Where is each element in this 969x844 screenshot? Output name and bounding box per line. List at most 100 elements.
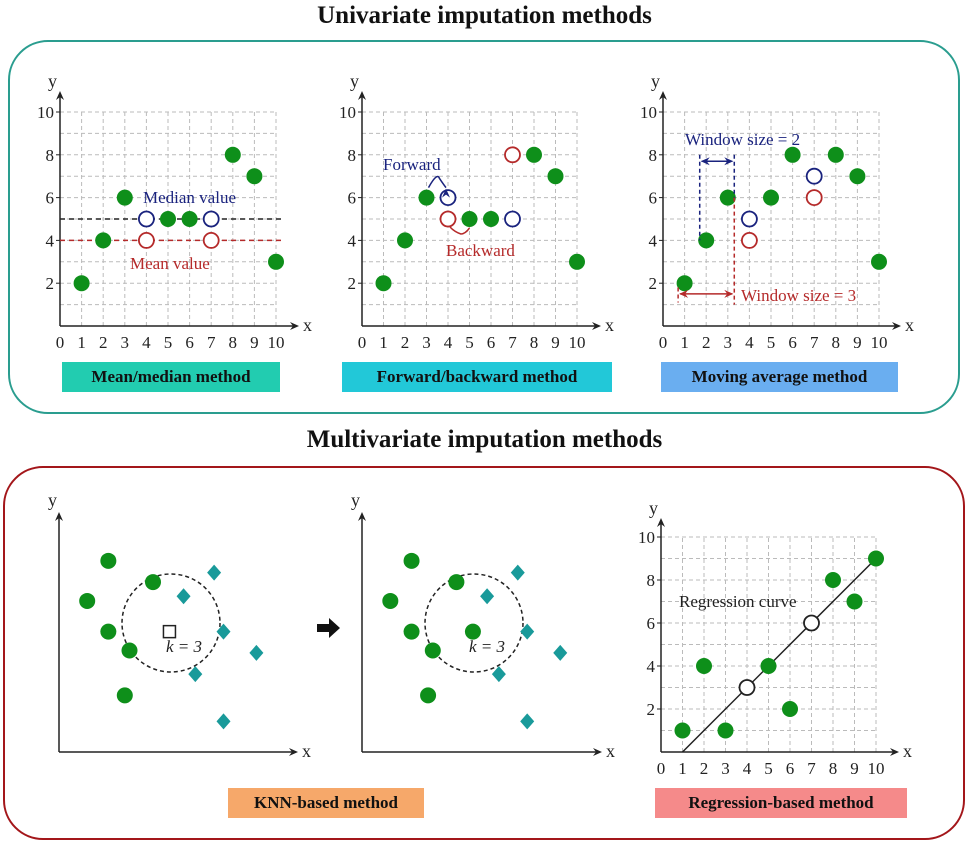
backward-imputed-point: [504, 146, 521, 164]
y-tick-label: 8: [46, 146, 55, 165]
x-tick-label: 8: [832, 333, 841, 352]
x-axis-arrow: [290, 322, 299, 330]
chart-mean_median: [56, 95, 295, 327]
x-axis-label: x: [605, 315, 614, 335]
window2-imputed-point: [805, 167, 823, 185]
y-tick-label: 10: [640, 103, 657, 122]
x-tick-label: 5: [465, 333, 474, 352]
x-axis-arrow: [892, 322, 901, 330]
k-label: k = 3: [469, 637, 505, 656]
class-b-point: [553, 644, 568, 661]
y-tick-label: 4: [348, 231, 357, 250]
univariate-title: Univariate imputation methods: [317, 2, 652, 29]
observed-point: [782, 701, 798, 717]
observed-point: [461, 211, 478, 227]
observed-point: [846, 593, 863, 610]
x-tick-label: 6: [786, 759, 795, 778]
badge-forward-backward: Forward/backward method: [342, 362, 612, 392]
forward-imputed-point: [504, 210, 521, 228]
x-tick-label: 1: [77, 333, 86, 352]
neighborhood-circle: [424, 573, 524, 673]
x-tick-label: 9: [853, 333, 862, 352]
observed-point: [871, 253, 887, 270]
badge-knn: KNN-based method: [228, 788, 424, 818]
window2-imputed-point: [741, 210, 758, 228]
x-tick-label: 0: [657, 759, 666, 778]
x-tick-label: 4: [444, 333, 453, 352]
backward-imputed-point: [439, 210, 457, 228]
class-a-point: [100, 552, 117, 569]
y-axis-label: y: [351, 490, 360, 510]
x-tick-label: 5: [164, 333, 173, 352]
x-tick-label: 8: [829, 759, 838, 778]
class-a-point: [448, 574, 465, 591]
class-a-point: [420, 687, 437, 704]
class-b-point: [520, 623, 535, 640]
x-tick-label: 3: [721, 759, 730, 778]
x-tick-label: 10: [569, 333, 586, 352]
x-axis-label: x: [302, 741, 311, 761]
class-b-point: [176, 588, 191, 605]
class-a-point: [145, 574, 161, 591]
class-a-point: [116, 687, 133, 704]
observed-point: [676, 275, 693, 292]
multivariate-title: Multivariate imputation methods: [306, 426, 663, 453]
observed-point: [181, 211, 198, 227]
y-axis-label: y: [651, 71, 660, 91]
y-tick-label: 2: [649, 274, 658, 293]
x-tick-label: 1: [678, 759, 687, 778]
window3-arrow-head-right: [724, 289, 734, 298]
observed-point: [827, 146, 844, 163]
regression-curve-label: Regression curve: [679, 592, 797, 611]
observed-point: [674, 722, 691, 739]
window2-label: Window size = 2: [685, 130, 800, 149]
median-imputed-point: [137, 210, 155, 228]
observed-point: [116, 189, 133, 206]
chart-forward_backward: [358, 95, 597, 327]
observed-point: [825, 572, 841, 588]
x-tick-label: 2: [99, 333, 108, 352]
window2-arrow-head-left: [700, 157, 710, 166]
observed-point: [547, 168, 564, 185]
k-label: k = 3: [166, 637, 202, 656]
class-a-point: [403, 552, 420, 569]
median-value-label: Median value: [143, 188, 236, 207]
y-axis-arrow: [358, 512, 366, 521]
class-a-point: [100, 623, 117, 640]
observed-point: [397, 232, 413, 249]
x-tick-label: 0: [659, 333, 668, 352]
x-axis-arrow: [593, 748, 602, 756]
x-tick-label: 7: [207, 333, 216, 352]
class-b-point: [491, 666, 506, 683]
x-tick-label: 3: [422, 333, 431, 352]
y-tick-label: 2: [647, 700, 656, 719]
x-tick-label: 3: [121, 333, 130, 352]
mean-imputed-point: [137, 231, 155, 249]
univariate-panel: [8, 40, 960, 414]
neighborhood-circle: [121, 573, 221, 673]
backward-arrow: [449, 226, 471, 235]
y-tick-label: 2: [348, 274, 357, 293]
x-tick-label: 1: [680, 333, 689, 352]
class-a-point: [79, 592, 96, 609]
x-tick-label: 8: [530, 333, 539, 352]
x-tick-label: 10: [268, 333, 285, 352]
y-axis-arrow: [657, 518, 665, 527]
badge-regression: Regression-based method: [655, 788, 907, 818]
observed-point: [160, 211, 176, 227]
observed-point: [719, 189, 736, 206]
badge-mean-median: Mean/median method: [62, 362, 280, 392]
observed-point: [526, 146, 542, 163]
x-tick-label: 4: [745, 333, 754, 352]
y-tick-label: 10: [638, 528, 655, 547]
x-axis-label: x: [903, 741, 912, 761]
y-tick-label: 8: [348, 146, 357, 165]
median-imputed-point: [202, 210, 220, 228]
x-axis-label: x: [905, 315, 914, 335]
class-b-point: [207, 564, 222, 581]
x-tick-label: 10: [868, 759, 885, 778]
class-b-point: [520, 713, 535, 730]
class-b-point: [216, 623, 231, 640]
window3-label: Window size = 3: [741, 286, 856, 305]
